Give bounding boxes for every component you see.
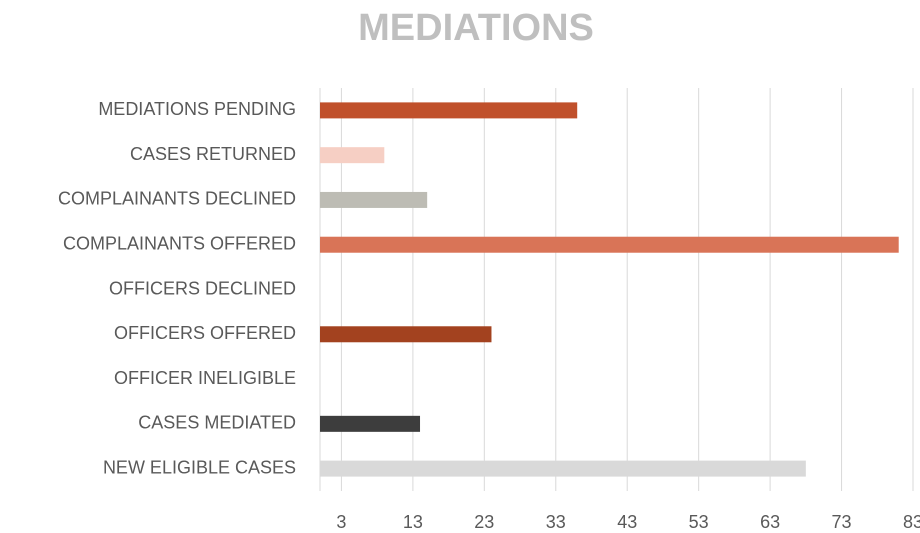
x-tick-label: 43 xyxy=(617,512,637,532)
bar xyxy=(320,191,428,208)
bar xyxy=(320,460,806,477)
y-tick-label: CASES RETURNED xyxy=(130,144,296,164)
bar xyxy=(320,415,421,432)
y-tick-label: COMPLAINANTS OFFERED xyxy=(63,233,296,253)
x-tick-label: 53 xyxy=(689,512,709,532)
x-tick-label: 3 xyxy=(336,512,346,532)
x-tick-label: 73 xyxy=(832,512,852,532)
y-tick-label: CASES MEDIATED xyxy=(138,413,296,433)
y-tick-label: OFFICERS OFFERED xyxy=(114,323,296,343)
bar xyxy=(320,102,578,119)
x-tick-label: 63 xyxy=(760,512,780,532)
y-tick-label: OFFICER INELIGIBLE xyxy=(114,368,296,388)
y-tick-label: COMPLAINANTS DECLINED xyxy=(58,189,296,209)
y-tick-label: OFFICERS DECLINED xyxy=(109,278,296,298)
x-tick-label: 83 xyxy=(903,512,920,532)
chart-title: MEDIATIONS xyxy=(358,7,594,49)
bar xyxy=(320,326,492,343)
y-tick-label: NEW ELIGIBLE CASES xyxy=(103,457,296,477)
x-tick-label: 13 xyxy=(403,512,423,532)
x-tick-label: 23 xyxy=(474,512,494,532)
bar xyxy=(320,236,899,253)
x-tick-label: 33 xyxy=(546,512,566,532)
y-tick-label: MEDIATIONS PENDING xyxy=(98,99,296,119)
bar xyxy=(320,147,385,164)
